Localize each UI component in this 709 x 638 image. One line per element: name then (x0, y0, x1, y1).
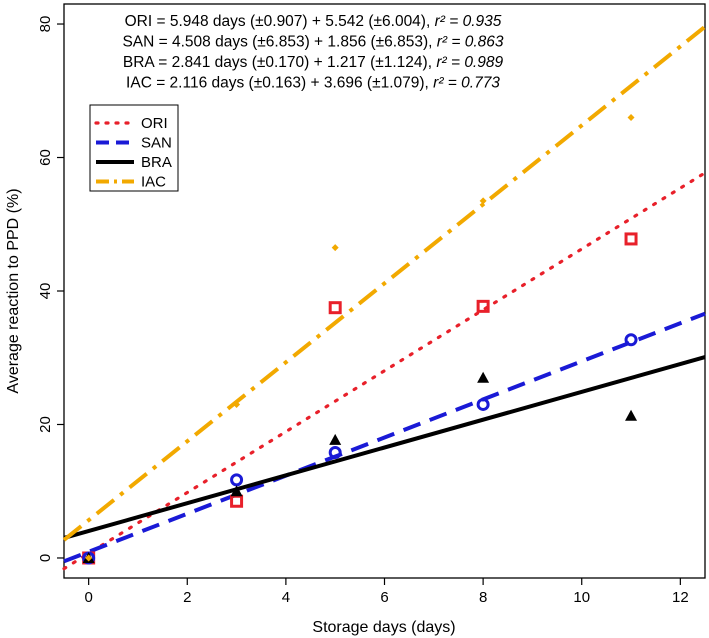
data-point-ori (230, 494, 244, 508)
data-point-ori (328, 301, 342, 315)
y-tick-label: 0 (37, 554, 54, 562)
x-tick-label: 0 (84, 589, 92, 606)
equation-text: ORI = 5.948 days (±0.907) + 5.542 (±6.00… (125, 13, 435, 30)
data-point-iac (627, 113, 635, 121)
data-point-iac (233, 400, 241, 408)
legend-label-bra: BRA (141, 154, 172, 171)
legend-box (89, 104, 179, 192)
fit-line-ori (62, 171, 707, 571)
fit-line-iac (62, 25, 707, 542)
regression-equation: SAN = 4.508 days (±6.853) + 1.856 (±6.85… (122, 34, 503, 51)
x-tick-label: 6 (380, 589, 388, 606)
data-point-iac (331, 244, 339, 252)
y-axis: 0 20 40 60 80 (37, 16, 64, 562)
fit-line-san (63, 311, 706, 564)
data-point-san (476, 397, 490, 411)
x-axis: 0 2 4 6 8 10 12 (84, 578, 689, 606)
data-point-san (624, 333, 638, 347)
data-point-ori (624, 232, 638, 246)
equation-text: BRA = 2.841 days (±0.170) + 1.217 (±1.12… (123, 54, 436, 71)
data-point-bra (477, 371, 490, 383)
r-squared-label: r² = 0.989 (436, 54, 503, 71)
equation-text: IAC = 2.116 days (±0.163) + 3.696 (±1.07… (126, 75, 433, 92)
fit-lines (62, 25, 707, 571)
data-point-bra (329, 433, 342, 445)
y-axis-title: Average reaction to PPD (%) (5, 188, 22, 393)
legend-label-ori: ORI (141, 115, 168, 132)
data-point-bra (230, 485, 243, 497)
data-point-san (230, 473, 244, 487)
equation-text: SAN = 4.508 days (±6.853) + 1.856 (±6.85… (122, 34, 436, 51)
x-tick-label: 4 (282, 589, 290, 606)
x-tick-label: 10 (573, 589, 590, 606)
regression-equation: BRA = 2.841 days (±0.170) + 1.217 (±1.12… (123, 54, 504, 71)
r-squared-label: r² = 0.935 (435, 13, 502, 30)
data-point-san (328, 446, 342, 460)
x-tick-label: 8 (479, 589, 487, 606)
legend-label-san: SAN (141, 135, 172, 152)
regression-equations: ORI = 5.948 days (±0.907) + 5.542 (±6.00… (122, 13, 503, 92)
x-axis-title: Storage days (days) (312, 619, 455, 636)
data-point-bra (625, 409, 638, 421)
x-tick-label: 12 (672, 589, 689, 606)
data-point-iac (85, 554, 93, 562)
y-tick-label: 40 (37, 283, 54, 300)
r-squared-label: r² = 0.863 (437, 34, 504, 51)
regression-equation: ORI = 5.948 days (±0.907) + 5.542 (±6.00… (125, 13, 502, 30)
x-tick-label: 2 (183, 589, 191, 606)
legend-label-iac: IAC (141, 174, 166, 191)
data-point-iac (479, 197, 487, 205)
y-tick-label: 80 (37, 16, 54, 33)
regression-equation: IAC = 2.116 days (±0.163) + 3.696 (±1.07… (126, 75, 500, 92)
data-points (82, 113, 638, 565)
data-point-ori (476, 299, 490, 313)
y-tick-label: 60 (37, 149, 54, 166)
y-tick-label: 20 (37, 416, 54, 433)
r-squared-label: r² = 0.773 (433, 75, 500, 92)
legend: ORI SAN BRA IAC (89, 104, 179, 192)
fit-line-bra (63, 355, 706, 540)
